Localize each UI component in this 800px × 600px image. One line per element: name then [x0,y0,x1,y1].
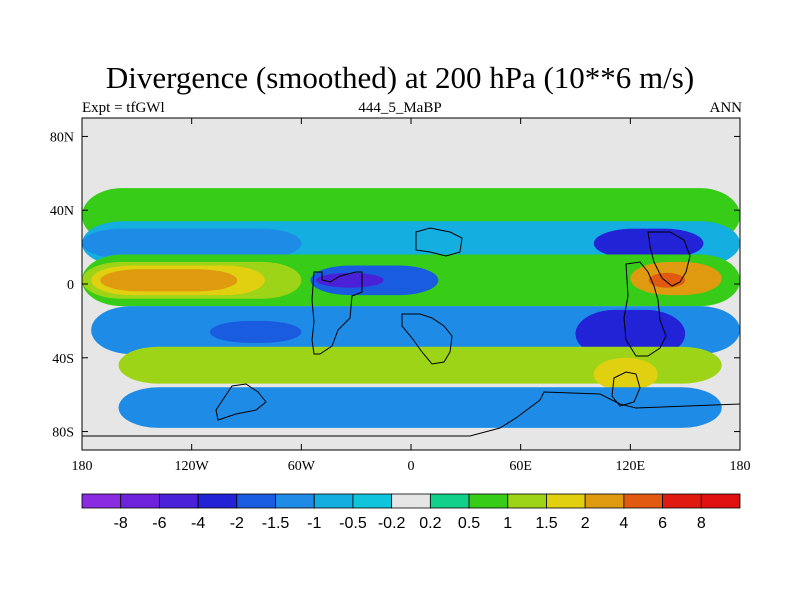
y-tick-label-2: 0 [67,278,74,293]
colorbar-box-15 [662,493,702,509]
colorbar-label-14: 6 [658,515,667,532]
colorbar-box-2 [159,493,199,509]
colorbar-box-7 [352,493,393,509]
y-tick-label-3: 40S [52,352,74,367]
africa-outline [401,313,453,365]
asia-outline [415,227,463,257]
y-tick-label-1: 40N [50,204,74,219]
contour-region-2 [82,228,302,259]
contour-region-9 [315,272,384,288]
experiment-label: Expt = tfGWl [82,100,165,116]
colorbar-labels: -8 -6 -4 -2 -1.5 -1 -0.5 -0.2 0.2 0.5 1 1.5 2 4 6 8 [114,515,706,532]
contour-region-3 [593,228,704,259]
y-tick-label-0: 80N [50,130,74,145]
colorbar-box-6 [313,493,354,509]
colorbar-box-3 [197,493,238,509]
colorbar-box-5 [275,493,315,509]
contour-region-17 [118,387,722,428]
australia-outline [611,371,641,407]
x-tick-label-5: 120E [616,459,646,474]
chart-title: Divergence (smoothed) at 200 hPa (10**6 … [105,60,695,95]
colorbar-label-11: 1.5 [535,515,557,532]
x-tick-label-3: 0 [408,459,415,474]
colorbar-label-7: -0.2 [378,515,406,532]
colorbar-label-10: 1 [503,515,512,532]
colorbar-box-1 [120,493,160,509]
colorbar-label-13: 4 [619,515,628,532]
axis-ticks [81,118,741,450]
east-asia-outline [647,231,691,287]
x-tick-label-4: 60E [509,459,532,474]
case-label: 444_5_MaBP [358,100,442,116]
colorbar-label-5: -1 [307,515,321,532]
colorbar-label-9: 0.5 [458,515,480,532]
colorbar-box-10 [468,493,509,509]
colorbar-box-13 [584,493,625,509]
colorbar [81,493,741,509]
south-america-outline [311,271,363,355]
contour-region-14 [209,320,302,344]
colorbar-box-12 [546,493,586,509]
maritime-continent-outline [623,261,667,357]
contour-region-16 [593,357,658,391]
colorbar-box-16 [700,493,741,509]
colorbar-label-3: -2 [230,515,244,532]
colorbar-label-0: -8 [114,515,128,532]
y-tick-label-4: 80S [52,426,74,441]
colorbar-label-2: -4 [191,515,205,532]
contour-region-15 [118,346,722,384]
colorbar-label-12: 2 [581,515,590,532]
y-axis-labels: 80N 40N 0 40S 80S [50,130,74,440]
colorbar-box-0 [81,493,122,509]
x-tick-label-2: 60W [288,459,316,474]
coastline-outline [82,227,740,437]
x-tick-label-1: 120W [175,459,210,474]
colorbar-label-8: 0.2 [419,515,441,532]
contour-field [82,188,740,428]
x-tick-label-6: 180 [730,459,751,474]
antarctica-outline [82,383,740,437]
season-label: ANN [709,100,743,116]
colorbar-label-1: -6 [152,515,166,532]
colorbar-box-9 [429,493,470,509]
colorbar-box-8 [391,493,431,509]
x-axis-labels: 180 120W 60W 0 60E 120E 180 [72,459,751,474]
contour-region-13 [575,309,686,358]
colorbar-label-15: 8 [697,515,706,532]
colorbar-label-6: -0.5 [339,515,367,532]
colorbar-label-4: -1.5 [262,515,290,532]
contour-region-7 [100,269,238,292]
colorbar-box-11 [507,493,547,509]
colorbar-box-14 [623,493,663,509]
x-tick-label-0: 180 [72,459,93,474]
colorbar-box-4 [236,493,276,509]
